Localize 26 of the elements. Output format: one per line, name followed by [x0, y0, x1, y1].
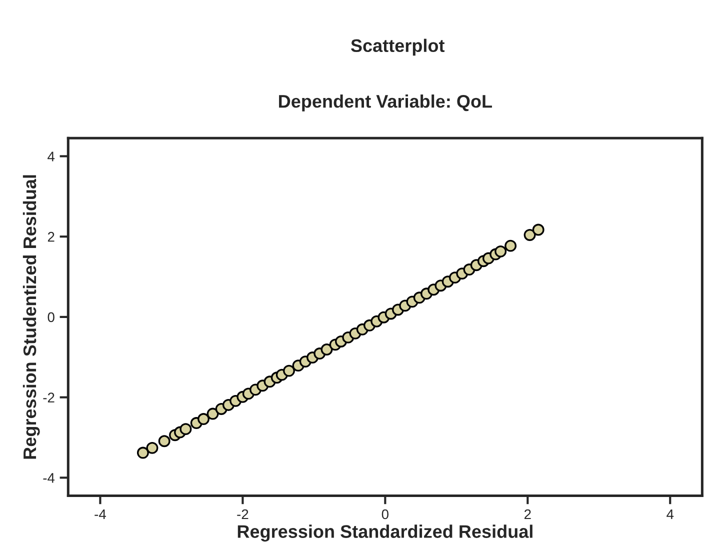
- chart-subtitle: Dependent Variable: QoL: [279, 94, 492, 112]
- point: [532, 224, 544, 236]
- x-axis-title: Regression Standardized Residual: [238, 524, 532, 542]
- y-tick-label: 0: [48, 312, 54, 322]
- point: [504, 240, 517, 252]
- x-tick-label: -2: [237, 509, 248, 520]
- point: [198, 413, 210, 426]
- y-tick-label: -4: [43, 473, 55, 483]
- x-tick-label: 0: [382, 509, 388, 520]
- point: [158, 435, 170, 448]
- y-tick-label: -2: [43, 392, 54, 402]
- x-tick-label: -4: [94, 509, 106, 520]
- y-tick-label: 2: [48, 232, 54, 242]
- x-tick-label: 4: [666, 509, 674, 520]
- point: [206, 408, 219, 420]
- point: [180, 423, 192, 436]
- y-axis-title: Regression Studentized Residual: [22, 175, 40, 459]
- point: [320, 344, 333, 356]
- point: [524, 228, 536, 241]
- point: [146, 442, 158, 454]
- chart-title: Scatterplot: [350, 38, 445, 56]
- x-tick-label: 2: [524, 509, 531, 520]
- point: [494, 245, 507, 258]
- point: [283, 364, 295, 377]
- point: [136, 446, 149, 459]
- y-tick-label: 4: [48, 152, 55, 162]
